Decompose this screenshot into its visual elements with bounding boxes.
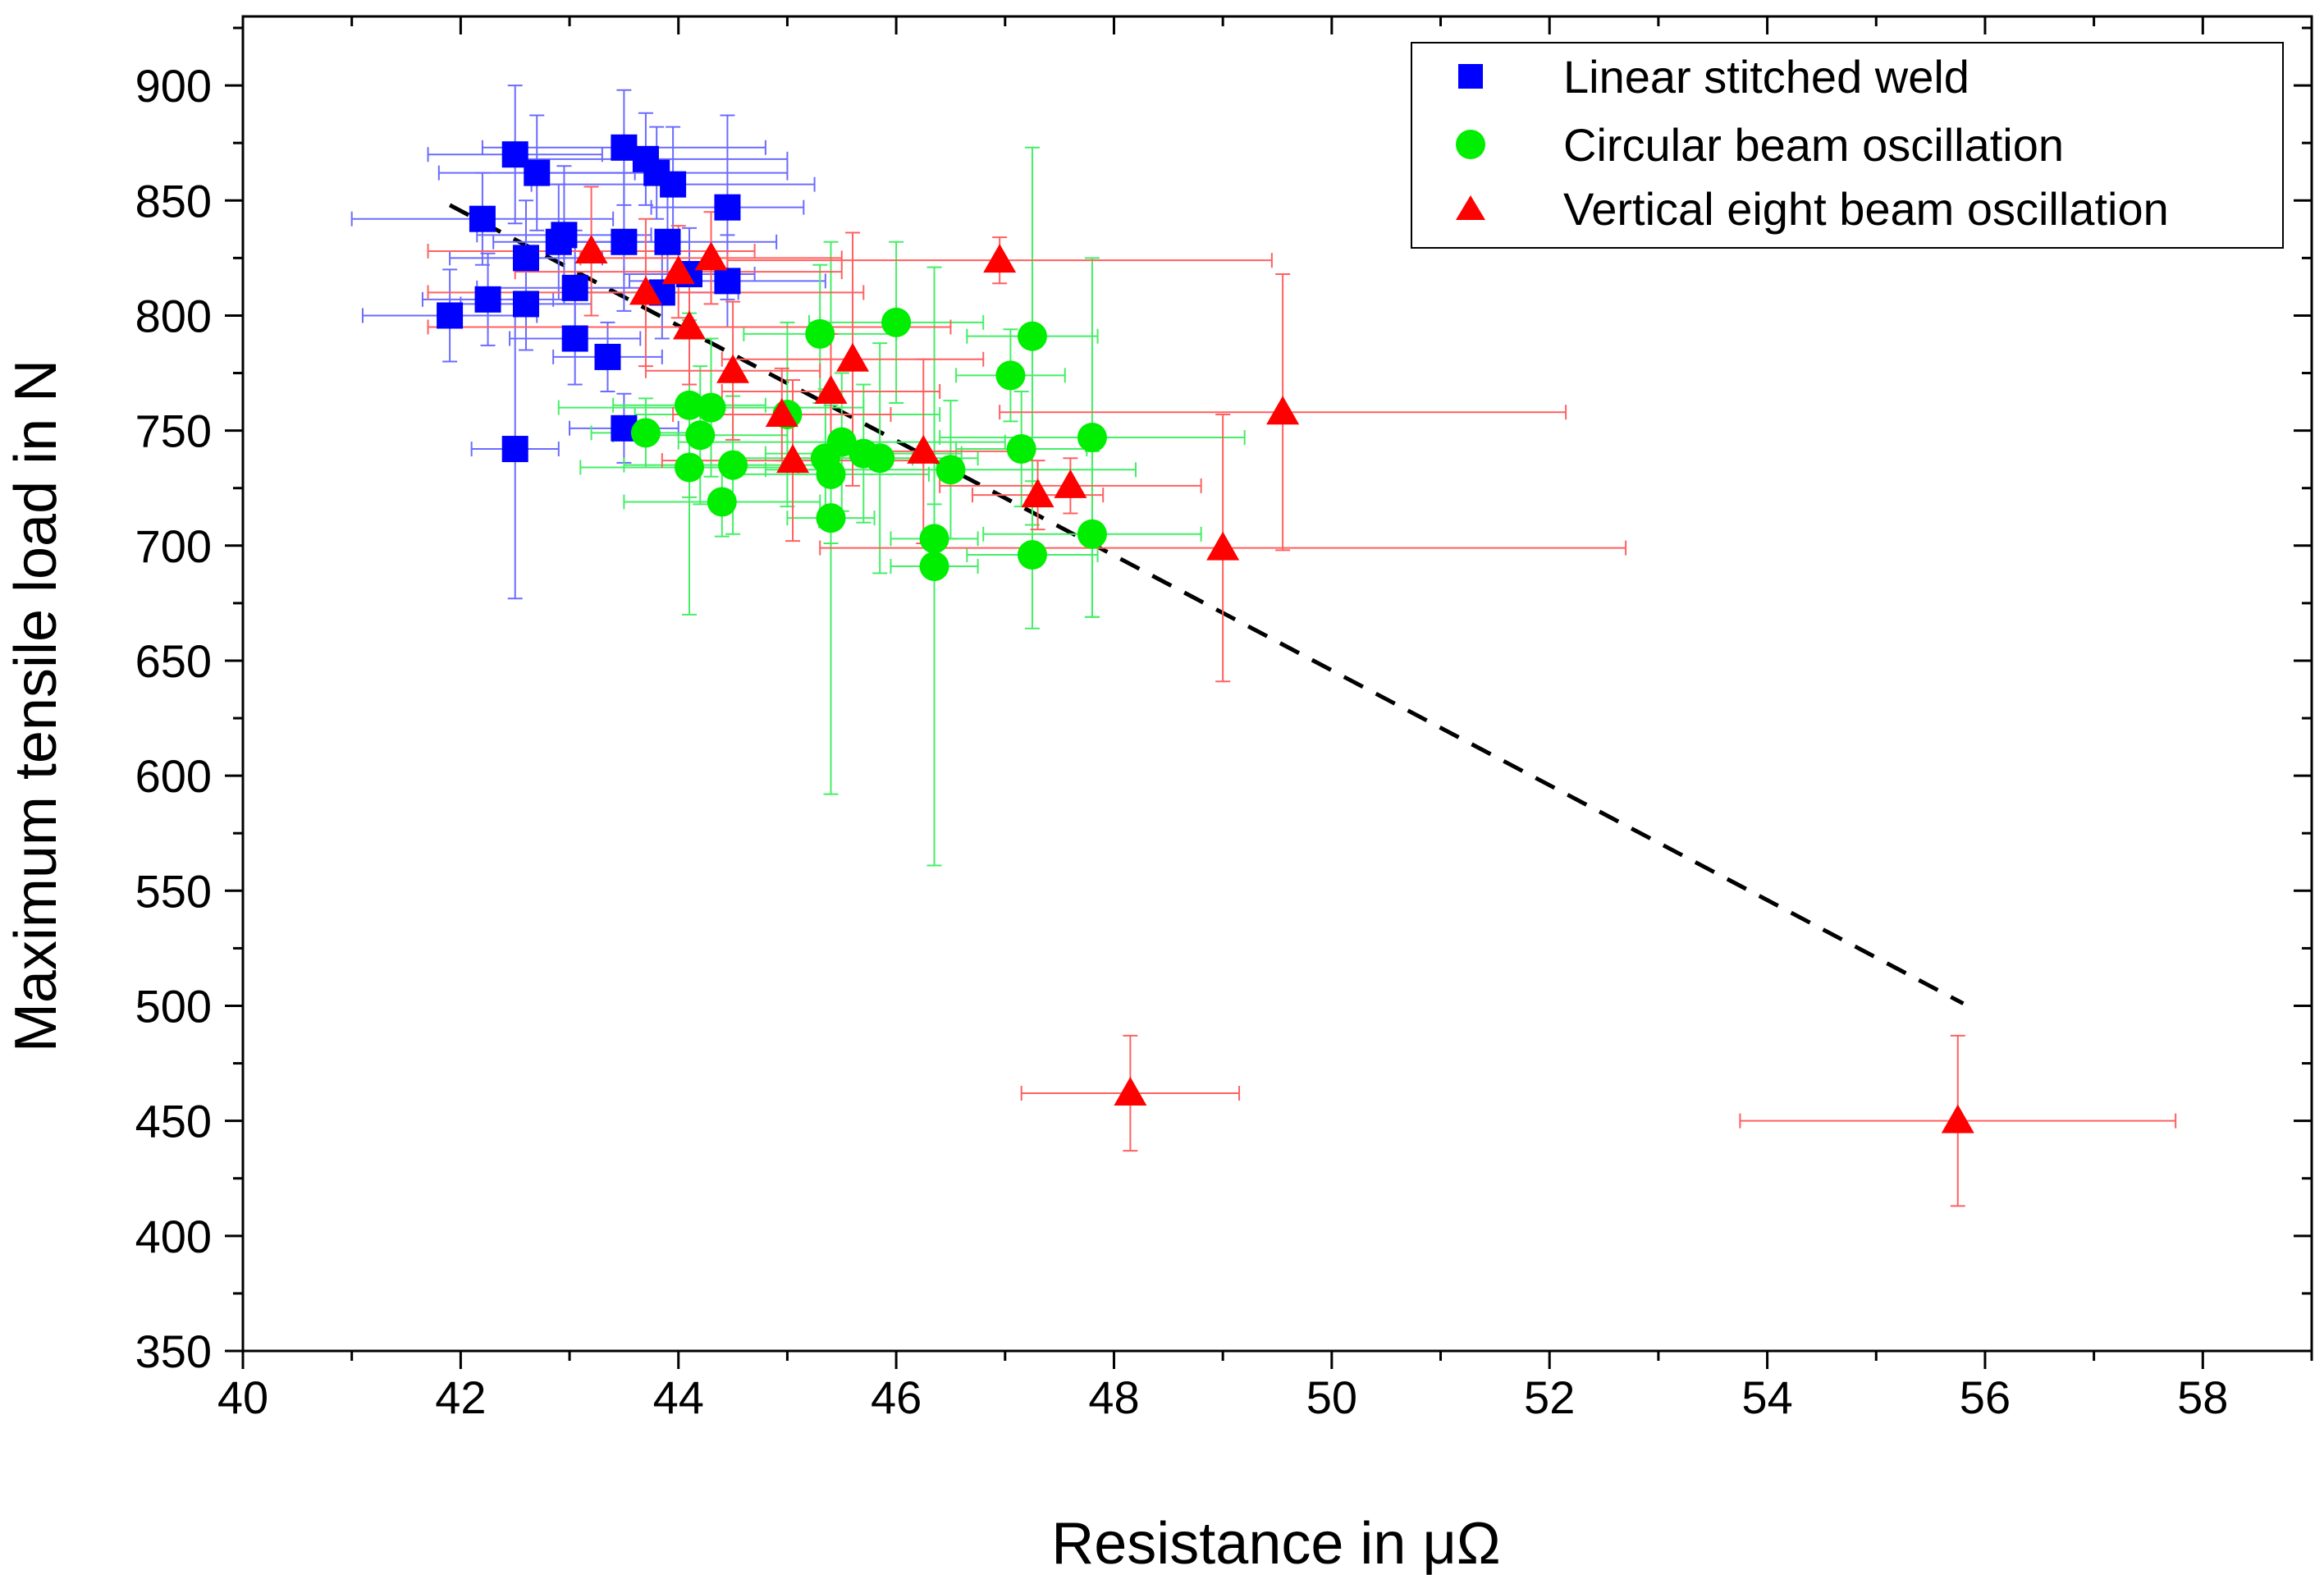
y-tick-label: 800 [135,290,212,341]
data-point-triangle [661,255,695,285]
data-point-circle [805,318,835,349]
y-tick-label: 750 [135,405,212,457]
data-point-triangle [716,354,750,383]
trendline-layer [448,203,1965,1005]
data-point-circle [630,418,661,448]
data-point-circle [865,443,895,474]
marker-layer [437,134,1974,1133]
y-tick-label: 650 [135,635,212,687]
data-point-square [594,343,621,370]
legend-label-linear: Linear stitched weld [1563,51,1969,103]
data-point-square [469,205,496,232]
data-point-square [512,291,539,318]
data-point-square [611,228,638,255]
x-tick-label: 54 [1741,1371,1792,1423]
data-point-triangle [983,244,1017,273]
legend-box [1411,42,2284,249]
data-point-square [551,222,578,249]
data-point-circle [718,450,748,480]
y-tick-label: 850 [135,175,212,227]
legend-marker-triangle [1456,195,1485,220]
data-point-square [660,171,687,198]
legend-marker-circle [1456,130,1485,159]
data-point-triangle [1114,1077,1147,1106]
x-tick-label: 56 [1960,1371,2011,1423]
data-point-triangle [673,310,707,340]
x-tick-label: 44 [653,1371,704,1423]
data-point-circle [1017,321,1047,351]
plot-area [241,15,2313,1353]
data-point-triangle [1266,396,1300,425]
y-tick-label: 600 [135,750,212,802]
data-point-triangle [765,397,798,427]
data-point-circle [919,524,949,554]
y-axis-tick-labels: 350 400 450 500 550 600 650 700 750 800 850 900 [135,60,212,1377]
data-point-square [501,436,528,463]
data-point-circle [696,392,726,423]
x-tick-label: 50 [1306,1371,1357,1423]
x-tick-label: 48 [1088,1371,1139,1423]
data-point-triangle [1021,478,1054,508]
x-tick-label: 58 [2177,1371,2228,1423]
plot-border [241,15,2313,1353]
x-tick-label: 46 [871,1371,922,1423]
data-point-triangle [1941,1104,1974,1133]
x-tick-label: 40 [217,1371,268,1423]
legend-label-vertical-eight: Vertical eight beam oscillation [1563,183,2169,235]
y-axis-title: Maximum tensile load in N [3,359,69,1052]
y-tick-label: 400 [135,1211,212,1262]
x-tick-label: 52 [1524,1371,1575,1423]
data-point-circle [1077,519,1107,549]
x-axis-tick-labels: 40 42 44 46 48 50 52 54 56 58 [217,1371,2229,1423]
data-point-circle [816,503,846,533]
data-point-circle [995,360,1026,391]
y-tick-label: 700 [135,520,212,572]
trendline [448,203,1965,1005]
data-point-circle [685,420,716,451]
legend-label-circular: Circular beam oscillation [1563,119,2064,171]
data-point-triangle [776,444,810,474]
data-point-circle [1077,423,1107,453]
legend-marker-square [1458,64,1483,89]
data-point-circle [881,307,912,337]
data-point-square [561,274,588,301]
data-point-circle [919,552,949,582]
data-point-circle [826,427,857,457]
y-tick-label: 350 [135,1325,212,1377]
x-tick-label: 42 [435,1371,486,1423]
data-point-square [474,286,501,313]
data-point-circle [1017,540,1047,570]
data-point-square [524,159,551,186]
data-point-square [714,268,741,295]
data-point-circle [816,459,846,489]
y-tick-label: 450 [135,1096,212,1147]
data-point-circle [675,452,705,483]
data-point-triangle [907,434,940,464]
data-point-square [654,228,681,255]
data-point-circle [675,390,705,420]
data-point-square [561,325,588,352]
data-point-triangle [694,241,728,271]
legend: Linear stitched weld Circular beam oscil… [1411,42,2284,249]
data-point-square [512,245,539,272]
data-point-triangle [629,276,662,305]
data-point-circle [707,487,737,517]
x-axis-title: Resistance in μΩ [1051,1511,1501,1575]
data-point-triangle [574,234,608,263]
y-tick-label: 550 [135,865,212,917]
data-point-circle [1006,434,1036,465]
data-point-triangle [836,342,870,372]
axis-ticks [225,16,2313,1369]
data-point-triangle [1206,531,1240,561]
data-point-triangle [1054,469,1087,498]
y-tick-label: 900 [135,60,212,112]
data-point-square [437,302,464,329]
y-tick-label: 500 [135,980,212,1032]
data-point-circle [936,455,966,485]
data-point-triangle [814,374,848,404]
data-point-square [714,194,741,221]
